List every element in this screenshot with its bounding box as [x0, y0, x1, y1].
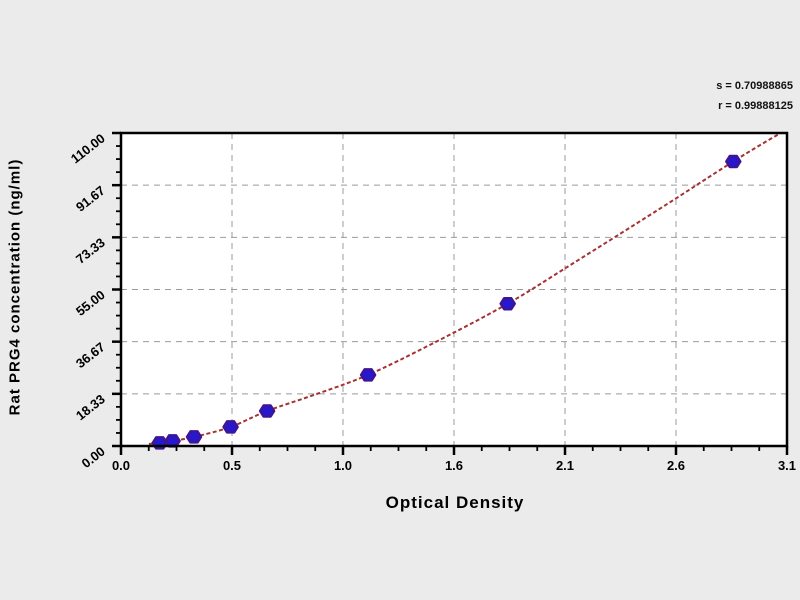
y-tick-label: 0.00: [79, 444, 108, 471]
y-tick-label: 18.33: [73, 391, 108, 423]
x-tick-label: 1.6: [445, 458, 463, 473]
data-point-marker: [725, 154, 742, 169]
y-tick-label: 110.00: [68, 131, 108, 167]
x-tick-label: 3.1: [778, 458, 796, 473]
fit-statistics: s = 0.70988865 r = 0.99888125: [716, 76, 793, 116]
x-tick-label: 2.1: [556, 458, 574, 473]
x-tick-label: 0.5: [223, 458, 241, 473]
y-tick-label: 36.67: [73, 339, 108, 371]
x-tick-label: 0.0: [112, 458, 130, 473]
data-point-marker: [359, 368, 377, 382]
y-tick-label: 55.00: [73, 287, 108, 319]
y-tick-label: 73.33: [73, 235, 108, 267]
data-point-marker: [185, 430, 203, 444]
x-tick-label: 1.0: [334, 458, 352, 473]
fit-std-error-value: s = 0.70988865: [716, 80, 793, 92]
y-tick-label: 91.67: [73, 183, 108, 215]
data-point-marker: [499, 296, 516, 311]
x-tick-label: 2.6: [667, 458, 685, 473]
data-point-marker: [222, 420, 239, 434]
data-point-marker: [258, 404, 276, 418]
x-axis-title: Optical Density: [385, 493, 525, 512]
fit-correlation-value: r = 0.99888125: [718, 100, 793, 112]
